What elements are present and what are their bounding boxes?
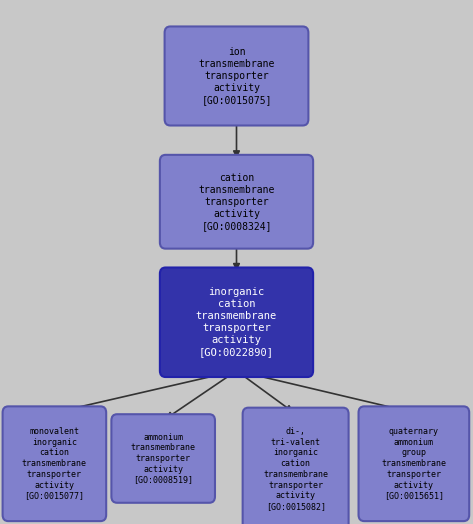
FancyBboxPatch shape <box>243 408 349 524</box>
FancyBboxPatch shape <box>160 155 313 249</box>
FancyBboxPatch shape <box>111 414 215 503</box>
Text: di-,
tri-valent
inorganic
cation
transmembrane
transporter
activity
[GO:0015082]: di-, tri-valent inorganic cation transme… <box>263 427 328 511</box>
Text: quaternary
ammonium
group
transmembrane
transporter
activity
[GO:0015651]: quaternary ammonium group transmembrane … <box>381 427 447 500</box>
FancyBboxPatch shape <box>160 268 313 377</box>
FancyBboxPatch shape <box>3 407 106 521</box>
Text: ion
transmembrane
transporter
activity
[GO:0015075]: ion transmembrane transporter activity [… <box>198 47 275 105</box>
Text: cation
transmembrane
transporter
activity
[GO:0008324]: cation transmembrane transporter activit… <box>198 173 275 231</box>
FancyBboxPatch shape <box>165 26 308 126</box>
Text: inorganic
cation
transmembrane
transporter
activity
[GO:0022890]: inorganic cation transmembrane transport… <box>196 287 277 357</box>
Text: monovalent
inorganic
cation
transmembrane
transporter
activity
[GO:0015077]: monovalent inorganic cation transmembran… <box>22 427 87 500</box>
FancyBboxPatch shape <box>359 407 469 521</box>
Text: ammonium
transmembrane
transporter
activity
[GO:0008519]: ammonium transmembrane transporter activ… <box>131 432 196 485</box>
